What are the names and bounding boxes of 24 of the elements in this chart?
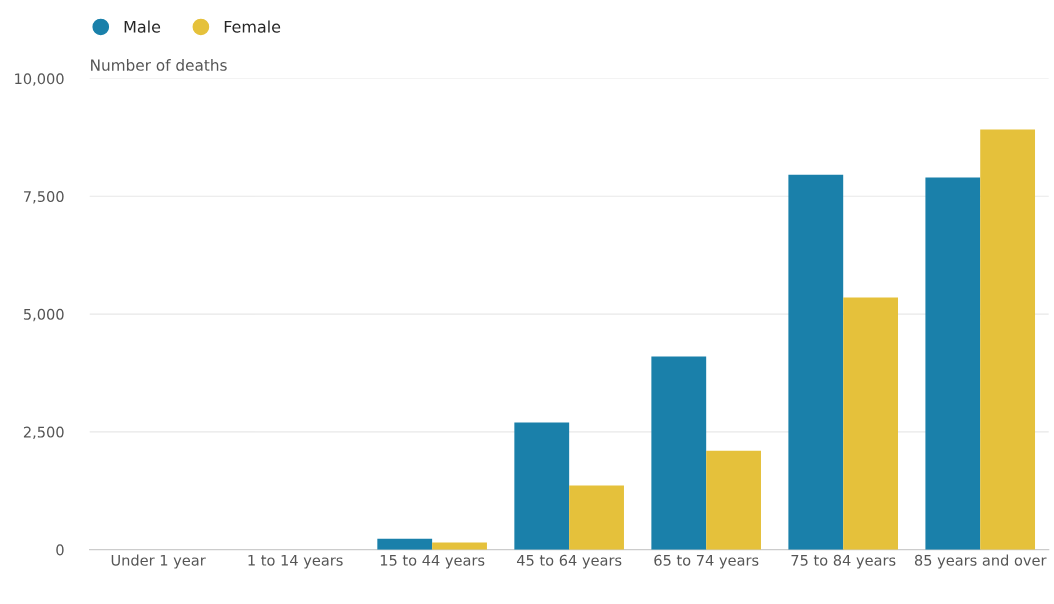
x-tick-label: 15 to 44 years bbox=[380, 554, 485, 569]
y-tick-label: 7,500 bbox=[24, 191, 64, 204]
x-tick-label: 1 to 14 years bbox=[248, 554, 343, 569]
x-tick-label: 85 years and over bbox=[914, 554, 1047, 569]
bar bbox=[843, 297, 899, 550]
legend-label: Male bbox=[124, 20, 161, 33]
bar bbox=[788, 174, 844, 550]
bar bbox=[569, 485, 624, 550]
x-tick-label: 75 to 84 years bbox=[791, 554, 896, 569]
y-tick-label: 5,000 bbox=[23, 308, 64, 322]
y-tick-label: 2,500 bbox=[23, 426, 64, 440]
x-tick-label: 45 to 64 years bbox=[516, 554, 622, 569]
bar bbox=[706, 450, 761, 550]
x-tick-label: Under 1 year bbox=[111, 554, 206, 569]
bar bbox=[980, 129, 1036, 550]
bar bbox=[377, 538, 433, 550]
x-tick-label: 65 to 74 years bbox=[654, 554, 759, 569]
y-tick-label: 0 bbox=[56, 544, 64, 556]
legend-label: Female bbox=[224, 20, 281, 33]
bar bbox=[925, 177, 981, 550]
y-tick-label: 10,000 bbox=[15, 73, 64, 86]
y-axis-title: Number of deaths bbox=[91, 59, 227, 71]
bar bbox=[514, 422, 570, 550]
bar bbox=[651, 356, 707, 550]
